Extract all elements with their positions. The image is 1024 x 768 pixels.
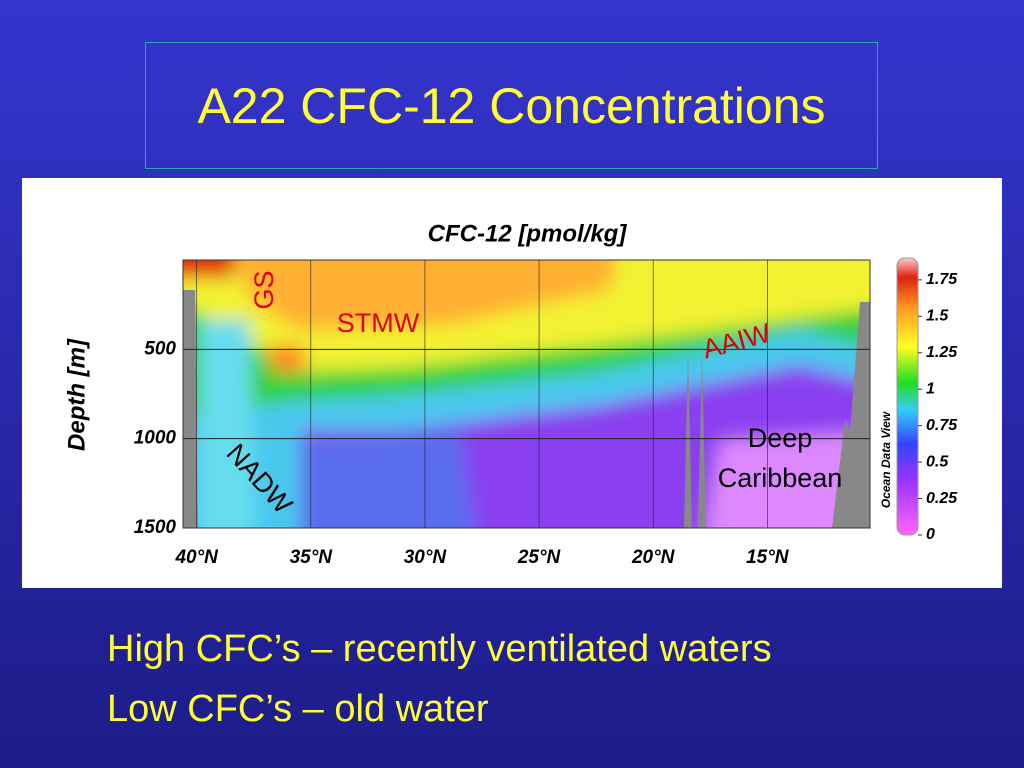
bullet: Low CFC’s – old water: [107, 688, 489, 730]
field-region: [183, 260, 235, 278]
colorbar-tick-label: 1.5: [926, 308, 949, 325]
bullet: High CFC’s – recently ventilated waters: [107, 628, 772, 670]
colorbar-tick-label: 0: [926, 526, 935, 543]
colorbar-tick-label: 1: [926, 380, 935, 397]
x-tick-label: 35°N: [290, 547, 334, 568]
plot-frame: [182, 259, 871, 529]
colorbar: [896, 257, 919, 536]
x-tick-label: 25°N: [517, 547, 562, 568]
colorbar-tick-label: 1.25: [926, 344, 958, 361]
x-tick-label: 20°N: [631, 547, 676, 568]
colorbar-tick-label: 0.25: [926, 490, 958, 507]
chart-title: CFC-12 [pmol/kg]: [428, 220, 628, 247]
annotation: Caribbean: [718, 463, 843, 493]
y-axis-label: Depth [m]: [63, 338, 90, 451]
annotation: GS: [249, 270, 279, 309]
annotation: STMW: [337, 308, 420, 338]
field-region: [290, 430, 476, 528]
field: [183, 260, 870, 528]
topography: [832, 302, 870, 528]
slide-title: A22 CFC-12 Concentrations: [145, 42, 878, 169]
colorbar-tick-label: 0.75: [926, 417, 958, 434]
y-tick-label: 1500: [134, 517, 177, 538]
field-region: [705, 431, 870, 528]
colorbar-tick-label: 0.5: [926, 453, 949, 470]
x-tick-label: 15°N: [746, 547, 790, 568]
annotation: Deep: [748, 423, 813, 453]
field-colors: [183, 260, 870, 528]
field-region: [270, 345, 305, 372]
y-tick-label: 1000: [134, 428, 177, 449]
field-region: [236, 260, 616, 330]
topography: [698, 355, 706, 528]
colorbar-tick-label: 1.75: [926, 271, 958, 288]
watermark: Ocean Data View: [879, 411, 893, 508]
y-tick-label: 500: [144, 338, 176, 359]
x-tick-label: 40°N: [174, 547, 219, 568]
field-region: [200, 320, 255, 528]
x-tick-label: 30°N: [404, 547, 448, 568]
